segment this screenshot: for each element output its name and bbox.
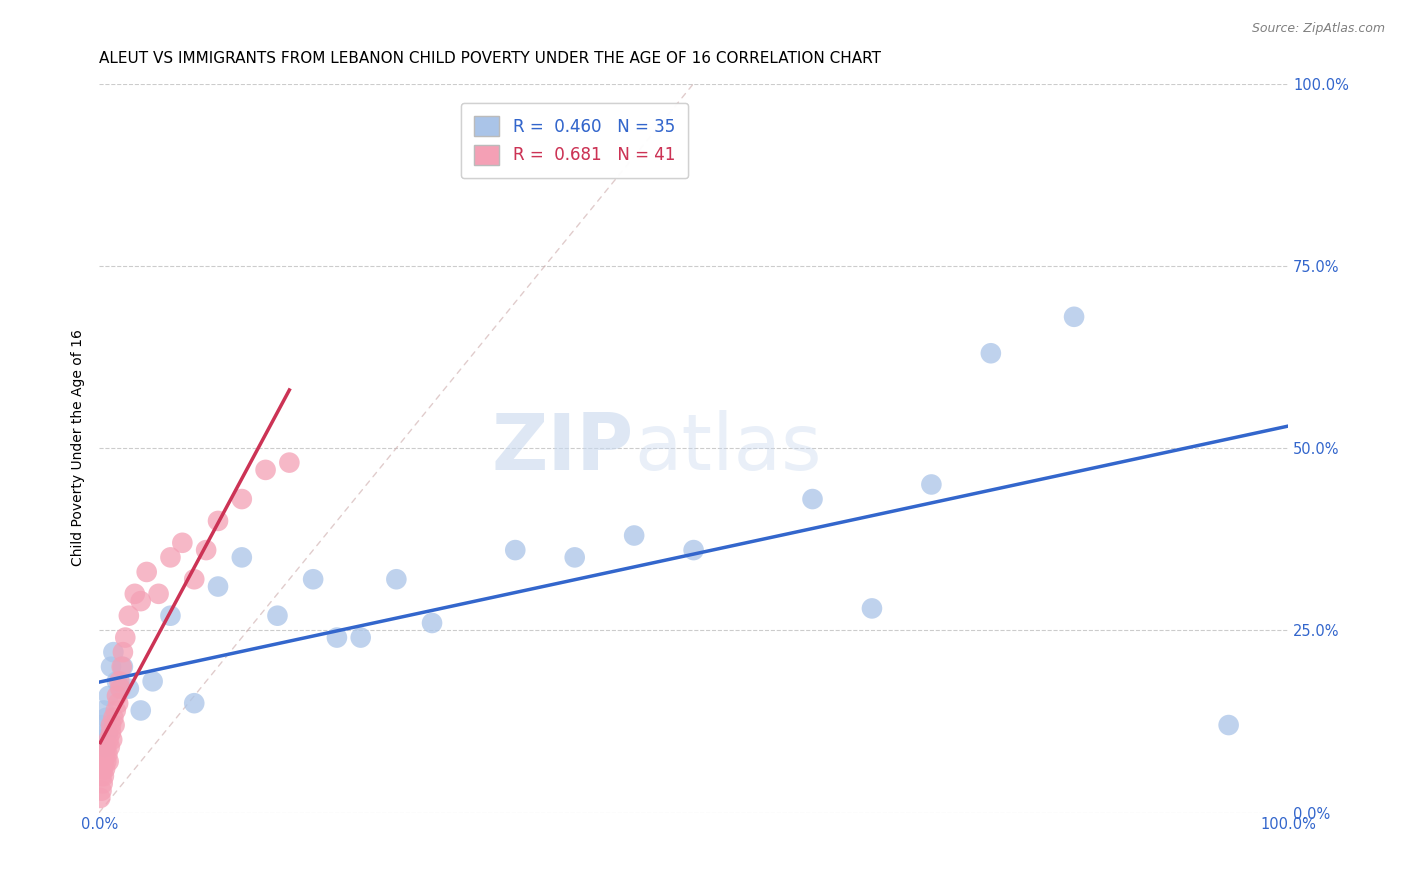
Point [111,645,134,659]
Point [231,550,253,565]
Point [93,703,115,717]
Point [114,631,136,645]
Point [129,594,152,608]
Point [90,783,112,797]
Point [96,755,118,769]
Point [100,718,122,732]
Point [278,456,301,470]
Text: ZIP: ZIP [492,410,634,486]
Point [420,615,443,630]
Point [142,674,165,689]
Point [89,791,111,805]
Point [980,346,1002,360]
Point [172,536,194,550]
Point [564,550,586,565]
Point [135,565,157,579]
Point [129,703,152,717]
Point [350,631,373,645]
Point [94,739,117,754]
Point [207,580,229,594]
Point [326,631,349,645]
Point [110,681,132,696]
Point [94,747,117,762]
Point [302,572,325,586]
Point [118,608,141,623]
Point [97,755,120,769]
Point [96,725,118,739]
Point [90,769,112,783]
Point [124,587,146,601]
Point [108,674,131,689]
Legend: R =  0.460   N = 35, R =  0.681   N = 41: R = 0.460 N = 35, R = 0.681 N = 41 [461,103,689,178]
Point [103,711,125,725]
Point [159,550,181,565]
Point [105,674,128,689]
Point [623,528,645,542]
Point [100,659,122,673]
Point [920,477,942,491]
Point [1218,718,1240,732]
Point [1063,310,1085,324]
Point [96,747,118,762]
Point [91,732,114,747]
Text: Source: ZipAtlas.com: Source: ZipAtlas.com [1251,22,1385,36]
Text: atlas: atlas [634,410,821,486]
Point [860,601,883,615]
Point [103,645,125,659]
Point [231,491,253,506]
Point [103,718,125,732]
Point [104,703,127,717]
Point [159,608,181,623]
Point [183,572,205,586]
Point [101,732,124,747]
Point [90,718,112,732]
Point [98,739,121,754]
Point [91,762,114,776]
Point [111,659,134,673]
Y-axis label: Child Poverty Under the Age of 16: Child Poverty Under the Age of 16 [72,329,86,566]
Point [148,587,170,601]
Point [93,769,115,783]
Point [91,776,114,790]
Point [385,572,408,586]
Point [195,543,218,558]
Point [96,711,118,725]
Point [97,732,120,747]
Point [801,491,824,506]
Point [94,762,117,776]
Point [96,739,118,754]
Point [100,725,122,739]
Point [183,696,205,710]
Point [97,689,120,703]
Point [503,543,526,558]
Point [110,681,132,696]
Point [266,608,288,623]
Point [254,463,277,477]
Point [207,514,229,528]
Point [682,543,704,558]
Point [111,659,134,673]
Point [93,755,115,769]
Point [107,696,129,710]
Point [118,681,141,696]
Text: ALEUT VS IMMIGRANTS FROM LEBANON CHILD POVERTY UNDER THE AGE OF 16 CORRELATION C: ALEUT VS IMMIGRANTS FROM LEBANON CHILD P… [100,51,882,66]
Point [105,689,128,703]
